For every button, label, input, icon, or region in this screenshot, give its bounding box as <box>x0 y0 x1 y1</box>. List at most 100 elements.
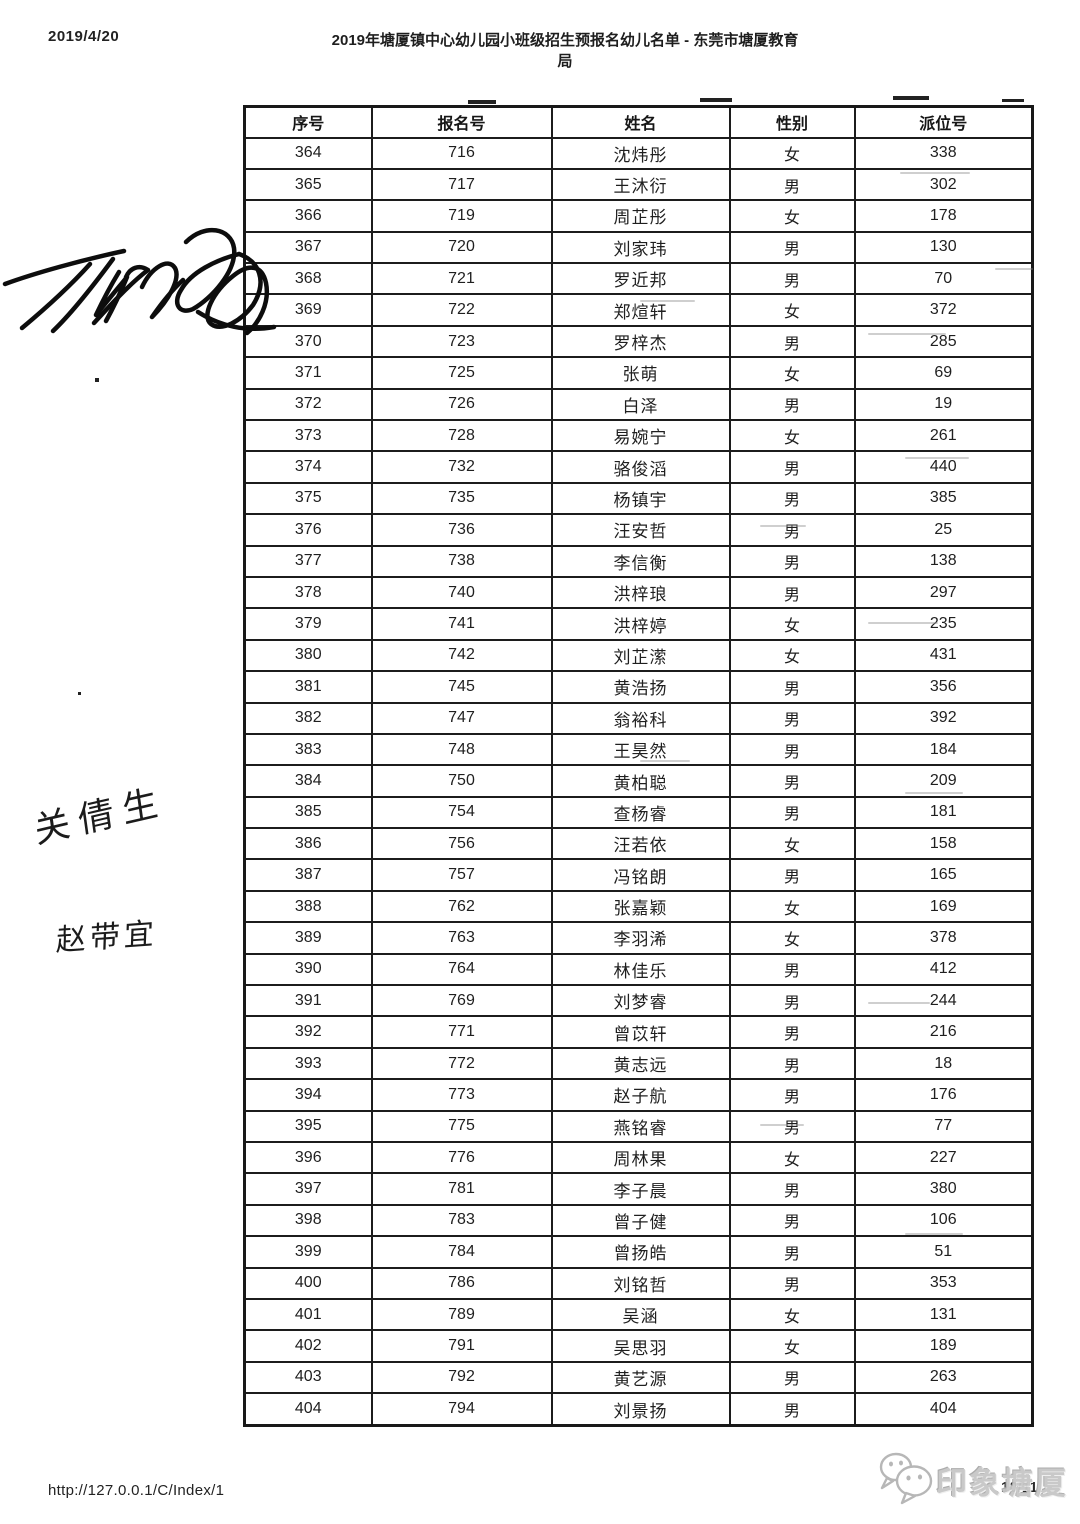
table-cell: 367 <box>243 230 373 265</box>
table-row: 404 794 刘景扬男 404 <box>243 1392 1034 1427</box>
table-cell: 男 <box>728 952 856 987</box>
table-cell: 黄柏聪 <box>550 764 731 798</box>
table-cell: 刘芷潆 <box>550 638 731 673</box>
table-cell: 176 <box>853 1078 1034 1112</box>
table-cell: 748 <box>370 732 553 767</box>
scan-artifact <box>900 172 970 174</box>
table-cell: 男 <box>728 984 856 1018</box>
table-cell: 379 <box>243 607 373 641</box>
table-cell: 189 <box>853 1329 1034 1363</box>
table-cell: 385 <box>243 795 373 830</box>
scan-artifact <box>1002 99 1024 102</box>
table-cell: 18 <box>853 1046 1034 1081</box>
table-cell: 227 <box>853 1140 1034 1175</box>
table-cell: 181 <box>853 795 1034 830</box>
scan-artifact <box>893 96 929 100</box>
table-row: 368 721 罗近邦男 70 <box>243 262 1034 296</box>
table-cell: 732 <box>370 450 553 484</box>
table-cell: 李信衡 <box>550 544 731 578</box>
table-cell: 366 <box>243 199 373 233</box>
table-cell: 403 <box>243 1360 373 1395</box>
table-cell: 曾苡轩 <box>550 1015 731 1049</box>
table-cell: 412 <box>853 952 1034 987</box>
table-cell: 51 <box>853 1235 1034 1269</box>
table-row: 383 748 王昊然男 184 <box>243 732 1034 767</box>
column-header: 姓名 <box>550 105 731 139</box>
table-cell: 791 <box>370 1329 553 1363</box>
table-row: 388 762 张嘉颖女 169 <box>243 889 1034 924</box>
table-row: 376 736 汪安哲男 25 <box>243 513 1034 547</box>
table-cell: 776 <box>370 1140 553 1175</box>
table-cell: 赵子航 <box>550 1078 731 1112</box>
table-row: 387 757 冯铭朗男 165 <box>243 858 1034 892</box>
table-cell: 385 <box>853 481 1034 516</box>
table-cell: 69 <box>853 356 1034 390</box>
table-cell: 女 <box>728 1329 856 1363</box>
table-cell: 763 <box>370 921 553 955</box>
signature-scribble <box>2 227 277 336</box>
table-cell: 曾扬皓 <box>550 1235 731 1269</box>
scan-artifact <box>868 333 946 335</box>
table-cell: 106 <box>853 1203 1034 1238</box>
table-cell: 723 <box>370 324 553 359</box>
table-cell: 黄浩扬 <box>550 670 731 704</box>
table-cell: 女 <box>728 293 856 327</box>
table-cell: 周芷彤 <box>550 199 731 233</box>
table-cell: 131 <box>853 1297 1034 1332</box>
table-row: 377 738 李信衡男 138 <box>243 544 1034 578</box>
table-row: 367 720 刘家玮男 130 <box>243 230 1034 265</box>
table-cell: 男 <box>728 1266 856 1300</box>
table-cell: 391 <box>243 984 373 1018</box>
table-cell: 女 <box>728 199 856 233</box>
table-cell: 洪梓琅 <box>550 575 731 610</box>
table-cell: 769 <box>370 984 553 1018</box>
table-row: 370 723 罗梓杰男 285 <box>243 324 1034 359</box>
table-cell: 19 <box>853 387 1034 422</box>
table-cell: 男 <box>728 575 856 610</box>
table-cell: 735 <box>370 481 553 516</box>
table-cell: 吴思羽 <box>550 1329 731 1363</box>
table-cell: 365 <box>243 167 373 202</box>
table-cell: 738 <box>370 544 553 578</box>
table-row: 366 719 周芷彤女 178 <box>243 199 1034 233</box>
table-cell: 792 <box>370 1360 553 1395</box>
table-cell: 209 <box>853 764 1034 798</box>
table-cell: 女 <box>728 889 856 924</box>
table-cell: 男 <box>728 1392 856 1427</box>
table-cell: 762 <box>370 889 553 924</box>
table-cell: 380 <box>243 638 373 673</box>
table-cell: 372 <box>853 293 1034 327</box>
table-cell: 440 <box>853 450 1034 484</box>
column-header: 报名号 <box>370 105 553 139</box>
table-cell: 754 <box>370 795 553 830</box>
table-cell: 刘铭哲 <box>550 1266 731 1300</box>
table-row: 403 792 黄艺源男 263 <box>243 1360 1034 1395</box>
table-cell: 男 <box>728 481 856 516</box>
table-cell: 130 <box>853 230 1034 265</box>
column-header: 派位号 <box>853 105 1034 139</box>
table-cell: 70 <box>853 262 1034 296</box>
table-cell: 784 <box>370 1235 553 1269</box>
table-cell: 男 <box>728 1046 856 1081</box>
table-cell: 169 <box>853 889 1034 924</box>
page-title: 2019年塘厦镇中心幼儿园小班级招生预报名幼儿名单 - 东莞市塘厦教育局 <box>331 32 799 70</box>
table-cell: 404 <box>243 1392 373 1427</box>
table-cell: 244 <box>853 984 1034 1018</box>
table-cell: 404 <box>853 1392 1034 1427</box>
table-cell: 女 <box>728 1297 856 1332</box>
table-row: 378 740 洪梓琅男 297 <box>243 575 1034 610</box>
table-cell: 364 <box>243 136 373 170</box>
table-cell: 男 <box>728 764 856 798</box>
table-cell: 716 <box>370 136 553 170</box>
table-cell: 745 <box>370 670 553 704</box>
table-cell: 297 <box>853 575 1034 610</box>
table-row: 375 735 杨镇宇男 385 <box>243 481 1034 516</box>
table-cell: 402 <box>243 1329 373 1363</box>
table-cell: 374 <box>243 450 373 484</box>
table-row: 399 784 曾扬皓男 51 <box>243 1235 1034 1269</box>
table-row: 396 776 周林果女 227 <box>243 1140 1034 1175</box>
table-cell: 394 <box>243 1078 373 1112</box>
table-cell: 390 <box>243 952 373 987</box>
table-cell: 261 <box>853 419 1034 453</box>
